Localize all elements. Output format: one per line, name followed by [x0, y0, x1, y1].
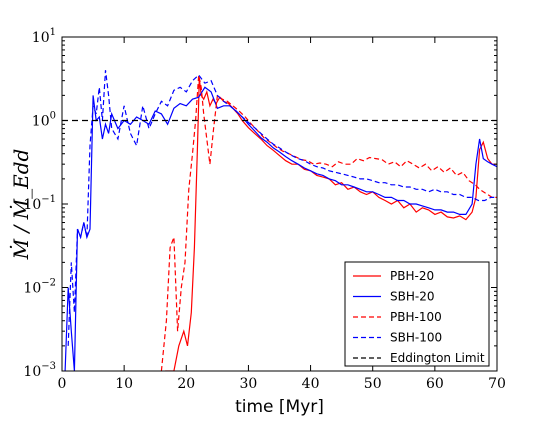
- axis-ticks: 0 10 20 30 40 50 60 70 10−3 10−2 10−1 100 101: [23, 27, 505, 392]
- legend-label: PBH-20: [390, 269, 434, 283]
- y-tick-label: 10−2: [23, 278, 56, 297]
- legend-label: SBH-100: [390, 331, 442, 345]
- x-tick-label: 40: [302, 376, 320, 392]
- y-axis-label: Ṁ / Ṁ_Edd: [9, 149, 33, 261]
- legend-label: PBH-100: [390, 310, 442, 324]
- x-tick-label: 20: [177, 376, 195, 392]
- series-line-sbh-100: [67, 70, 497, 346]
- x-tick-label: 30: [240, 376, 258, 392]
- series-line-pbh-20: [165, 78, 497, 371]
- legend-box: [344, 261, 490, 367]
- legend: PBH-20 SBH-20 PBH-100 SBH-100 Eddington Limi…: [344, 261, 490, 367]
- x-tick-label: 70: [488, 376, 506, 392]
- x-tick-label: 10: [115, 376, 133, 392]
- plot-area: [62, 70, 497, 371]
- legend-label: Eddington Limit: [390, 351, 485, 365]
- legend-label: SBH-20: [390, 290, 434, 304]
- x-tick-label: 60: [426, 376, 444, 392]
- y-tick-label: 10−3: [23, 361, 56, 380]
- x-tick-label: 50: [364, 376, 382, 392]
- x-axis-label: time [Myr]: [235, 397, 324, 417]
- y-tick-label: 100: [32, 111, 56, 130]
- y-tick-label: 101: [32, 27, 56, 46]
- y-tick-label: 10−1: [23, 194, 56, 213]
- series-line-sbh-20: [64, 86, 497, 371]
- series-line-pbh-100: [160, 74, 497, 371]
- y-axis-label-text: Ṁ / Ṁ_Edd: [9, 149, 33, 261]
- x-tick-label: 0: [58, 376, 67, 392]
